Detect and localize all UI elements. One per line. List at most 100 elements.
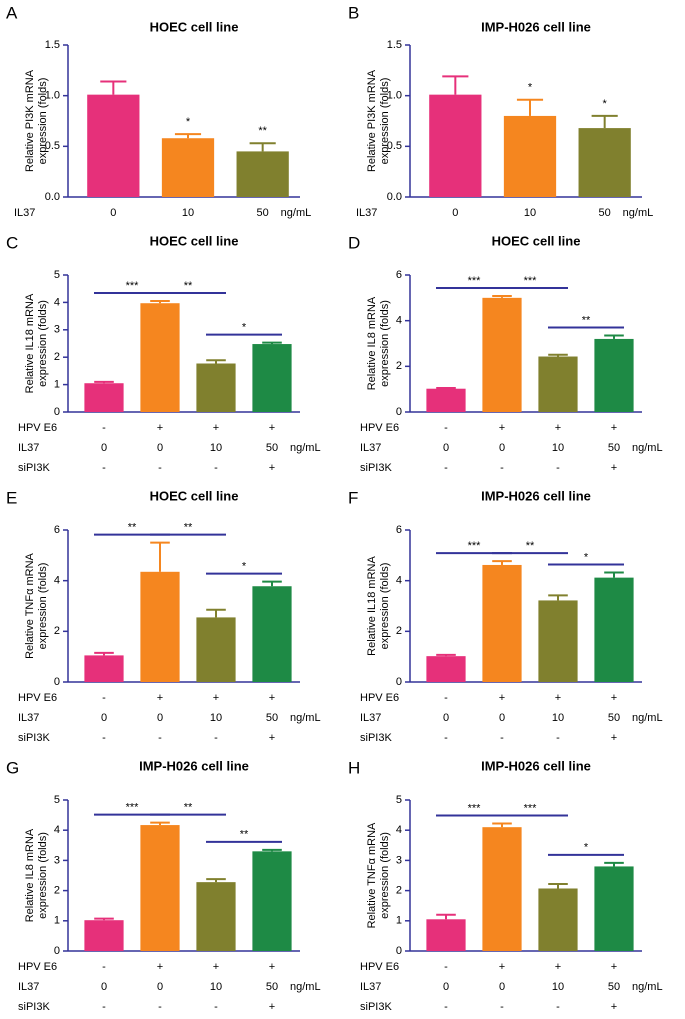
condition-label: 10 [182,207,194,219]
y-tick-label: 4 [396,824,402,836]
panel-letter: B [348,3,359,22]
bar [578,128,631,197]
chart-title: HOEC cell line [150,19,239,34]
panel-letter: C [6,233,18,252]
condition-label: - [500,462,504,474]
bar [236,151,289,197]
condition-label: 50 [599,207,611,219]
y-tick-label: 0 [396,945,402,957]
bar [482,297,522,412]
significance: ** [258,125,267,137]
bar [482,564,522,682]
panel: H IMP-H026 cell line Relative TNFα mRNA exp… [348,758,663,1012]
condition-label: 50 [266,712,278,724]
condition-label: 10 [552,442,564,454]
error-bar [604,861,624,867]
bar [503,115,557,197]
error-bar [150,821,170,826]
bar [140,825,180,951]
bar [196,617,236,682]
condition-name: siPI3K [18,462,50,474]
bar [538,356,578,412]
error-bar [262,341,282,345]
condition-label: + [213,422,219,434]
y-tick-label: 0.5 [387,140,402,152]
y-tick-label: 4 [54,824,60,836]
bar [252,586,292,682]
bar [594,866,634,951]
condition-name: siPI3K [360,462,392,474]
condition-unit: ng/mL [290,712,321,724]
condition-unit: ng/mL [632,442,663,454]
y-axis-label: expression (folds) [37,832,49,919]
bar [140,303,180,412]
condition-label: - [102,732,106,744]
condition-label: 0 [452,207,458,219]
error-bar [150,300,170,304]
chart-title: HOEC cell line [150,488,239,503]
condition-label: - [444,422,448,434]
panel-letter: F [348,488,358,507]
y-tick-label: 1.0 [45,90,60,102]
bar [538,600,578,682]
condition-label: 0 [499,712,505,724]
condition-label: 10 [524,207,536,219]
error-bar [604,571,624,578]
condition-label: 0 [443,442,449,454]
panel: B IMP-H026 cell line Relative PI3K mRNA exp… [348,3,653,218]
bar [426,919,466,951]
bar [84,920,124,951]
y-tick-label: 2 [54,351,60,363]
error-bar [100,80,127,95]
y-tick-label: 0 [54,676,60,688]
panel: F IMP-H026 cell line Relative IL18 mRNA exp… [348,488,663,743]
significance: ** [240,829,249,841]
y-axis-label: Relative IL18 mRNA [366,556,378,656]
condition-label: 10 [210,981,222,993]
y-tick-label: 5 [54,794,60,806]
y-tick-label: 4 [396,315,402,327]
y-axis-label: Relative IL8 mRNA [24,828,36,922]
chart-title: IMP-H026 cell line [139,758,249,773]
condition-label: + [269,692,275,704]
bar [84,655,124,682]
condition-label: 50 [608,981,620,993]
condition-label: 0 [157,712,163,724]
y-tick-label: 6 [54,524,60,536]
error-bar [436,387,456,390]
condition-name: HPV E6 [360,961,399,973]
condition-label: + [611,732,617,744]
condition-label: 0 [499,442,505,454]
y-tick-label: 3 [396,854,402,866]
y-axis-label: expression (folds) [37,78,49,165]
condition-label: 10 [552,712,564,724]
y-axis-label: Relative PI3K mRNA [366,69,378,172]
condition-label: - [214,732,218,744]
condition-label: - [214,1001,218,1013]
y-axis-label: expression (folds) [37,563,49,650]
condition-unit: ng/mL [281,207,312,219]
error-bar [94,380,114,384]
condition-label: + [269,961,275,973]
bar [429,94,482,197]
condition-label: - [500,1001,504,1013]
condition-name: IL37 [18,442,39,454]
condition-label: - [444,732,448,744]
y-tick-label: 2 [396,360,402,372]
y-tick-label: 4 [54,575,60,587]
condition-label: - [500,732,504,744]
y-tick-label: 6 [396,524,402,536]
panel-letter: G [6,758,19,777]
condition-label: + [269,462,275,474]
significance: * [528,82,533,94]
bar [196,363,236,412]
significance: * [603,98,608,110]
significance: *** [468,275,482,287]
condition-label: + [611,422,617,434]
condition-label: + [157,692,163,704]
condition-name: HPV E6 [18,961,57,973]
y-tick-label: 0 [396,676,402,688]
y-tick-label: 2 [396,625,402,637]
y-tick-label: 1 [54,379,60,391]
condition-label: - [102,961,106,973]
